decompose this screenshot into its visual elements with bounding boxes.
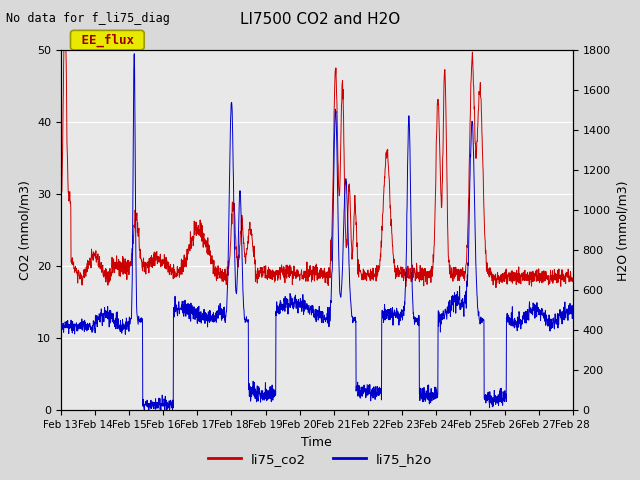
- X-axis label: Time: Time: [301, 436, 332, 449]
- Text: No data for f_li75_diag: No data for f_li75_diag: [6, 12, 170, 25]
- Legend: li75_co2, li75_h2o: li75_co2, li75_h2o: [202, 447, 438, 471]
- Text: LI7500 CO2 and H2O: LI7500 CO2 and H2O: [240, 12, 400, 27]
- Y-axis label: H2O (mmol/m3): H2O (mmol/m3): [616, 180, 629, 281]
- Y-axis label: CO2 (mmol/m3): CO2 (mmol/m3): [19, 180, 31, 280]
- Text: EE_flux: EE_flux: [74, 34, 141, 47]
